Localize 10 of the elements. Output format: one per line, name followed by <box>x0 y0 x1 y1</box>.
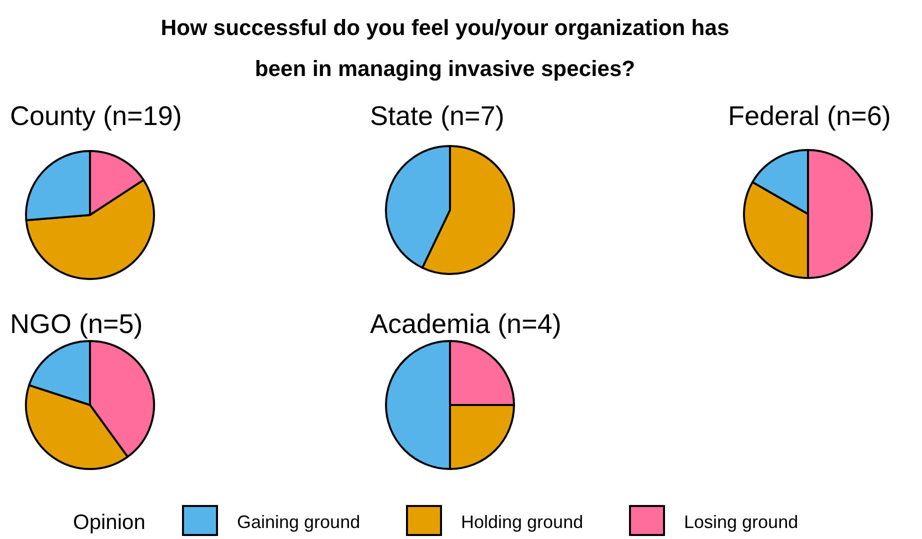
legend-label: Holding ground <box>461 512 584 532</box>
chart-subtitle: County (n=19) <box>10 101 182 131</box>
chart-subtitle: NGO (n=5) <box>10 309 143 339</box>
chart-subtitle: Federal (n=6) <box>728 101 891 131</box>
chart-subtitle: State (n=7) <box>370 101 504 131</box>
text: How successful do you feel you/your organization has been in managing invasive species? <box>160 15 730 81</box>
chart-subtitle: Academia (n=4) <box>370 309 562 339</box>
legend-title: Opinion <box>73 511 146 534</box>
legend-label: Losing ground <box>684 512 798 532</box>
legend-label: Gaining ground <box>237 512 360 532</box>
